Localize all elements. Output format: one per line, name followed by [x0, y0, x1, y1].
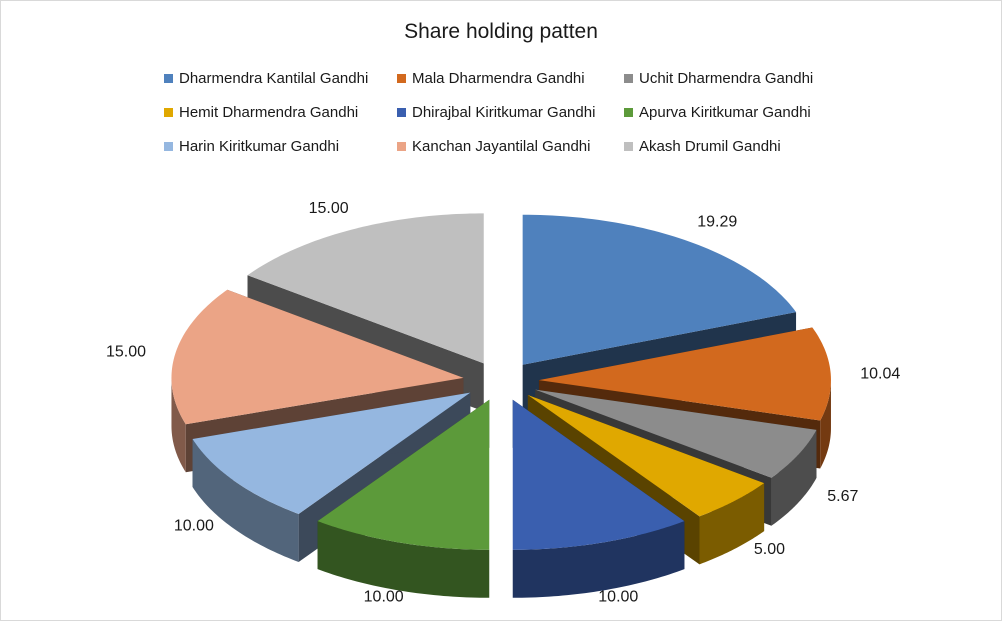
legend-label: Uchit Dharmendra Gandhi — [639, 69, 814, 87]
data-label: 5.67 — [827, 488, 858, 505]
legend-swatch — [624, 73, 633, 83]
data-label: 10.00 — [174, 518, 214, 535]
legend-item: Harin Kiritkumar Gandhi — [164, 135, 339, 157]
legend-item: Mala Dharmendra Gandhi — [397, 67, 585, 89]
pie-slice — [317, 399, 490, 598]
data-label: 15.00 — [309, 200, 349, 217]
legend-label: Hemit Dharmendra Gandhi — [179, 103, 359, 121]
legend-item: Dhirajbal Kiritkumar Gandhi — [397, 101, 595, 123]
chart-title: Share holding patten — [404, 20, 598, 43]
legend-label: Akash Drumil Gandhi — [639, 137, 781, 155]
legend-swatch — [397, 141, 406, 151]
data-label: 10.04 — [860, 366, 900, 383]
data-label: 5.00 — [754, 541, 785, 558]
legend-item: Uchit Dharmendra Gandhi — [624, 67, 813, 89]
legend-swatch — [397, 107, 406, 117]
legend-swatch — [164, 73, 173, 83]
pie-slice — [512, 399, 685, 598]
legend-swatch — [164, 107, 173, 117]
legend-label: Apurva Kiritkumar Gandhi — [639, 103, 811, 121]
legend-label: Harin Kiritkumar Gandhi — [179, 137, 340, 155]
data-label: 10.00 — [364, 589, 404, 606]
legend-item: Hemit Dharmendra Gandhi — [164, 101, 358, 123]
legend-swatch — [624, 141, 633, 151]
legend-label: Dharmendra Kantilal Gandhi — [179, 69, 369, 87]
legend-item: Kanchan Jayantilal Gandhi — [397, 135, 590, 157]
data-label: 19.29 — [697, 214, 737, 231]
legend-swatch — [164, 141, 173, 151]
legend-item: Dharmendra Kantilal Gandhi — [164, 67, 368, 89]
legend-label: Mala Dharmendra Gandhi — [412, 69, 585, 87]
data-label: 15.00 — [106, 343, 146, 360]
legend-swatch — [397, 73, 406, 83]
legend-swatch — [624, 107, 633, 117]
legend-item: Akash Drumil Gandhi — [624, 135, 781, 157]
legend-item: Apurva Kiritkumar Gandhi — [624, 101, 811, 123]
legend-label: Dhirajbal Kiritkumar Gandhi — [412, 103, 596, 121]
legend-label: Kanchan Jayantilal Gandhi — [412, 137, 591, 155]
data-label: 10.00 — [598, 589, 638, 606]
